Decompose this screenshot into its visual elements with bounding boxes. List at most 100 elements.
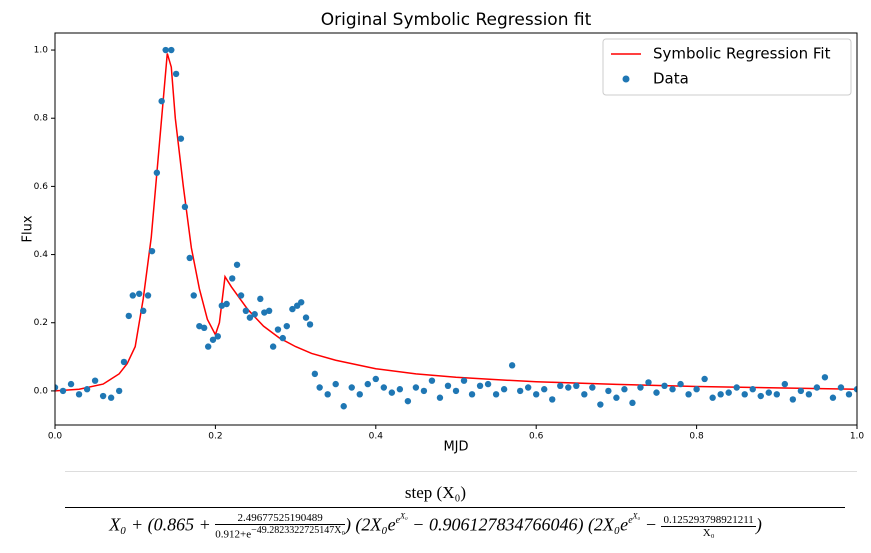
data-point — [83, 386, 91, 393]
data-point — [533, 391, 540, 398]
data-point — [557, 382, 564, 389]
data-point — [214, 333, 222, 340]
data-point — [581, 391, 588, 398]
y-tick-label: 0.4 — [34, 250, 49, 260]
data-point — [140, 307, 147, 315]
fraction-numerator: 2.49677525190489 — [215, 512, 345, 525]
exponent-base: e — [395, 515, 401, 527]
data-point — [669, 386, 676, 393]
x-axis-label: MJD — [443, 440, 468, 455]
data-point — [269, 343, 277, 350]
data-point — [613, 394, 620, 401]
data-point — [75, 391, 83, 398]
data-point — [380, 384, 388, 391]
data-point — [279, 334, 286, 342]
data-point — [265, 307, 273, 315]
exponent: eX₀ — [628, 512, 641, 527]
data-point — [246, 314, 254, 321]
data-point — [67, 380, 75, 388]
data-point — [460, 377, 468, 384]
data-point — [181, 203, 189, 211]
data-point — [412, 384, 420, 391]
data-point — [549, 396, 556, 403]
data-point — [129, 292, 136, 299]
data-point — [257, 295, 264, 303]
data-point — [709, 394, 716, 401]
data-point — [468, 391, 476, 398]
chart-title: Original Symbolic Regression fit — [321, 10, 592, 30]
data-point — [420, 387, 428, 395]
data-point — [629, 399, 636, 407]
data-point — [162, 46, 169, 54]
exponent-base: e — [628, 515, 633, 527]
data-point — [821, 374, 829, 381]
data-point — [125, 312, 132, 320]
data-point — [364, 380, 371, 388]
data-point — [99, 392, 107, 400]
y-tick-label: 0.0 — [34, 386, 49, 396]
y-tick-label: 0.2 — [34, 318, 48, 328]
data-point — [237, 292, 245, 299]
data-point — [813, 384, 821, 391]
data-point — [637, 384, 644, 391]
exponent: X₀ — [632, 512, 641, 522]
data-point — [115, 387, 123, 395]
data-point — [289, 305, 296, 313]
formula-part: 0.912+e — [215, 528, 252, 541]
data-point — [500, 386, 508, 393]
data-point — [332, 380, 339, 388]
data-point — [136, 290, 143, 297]
data-point — [200, 324, 208, 332]
chart: Original Symbolic Regression fit MJD Flu… — [21, 10, 865, 455]
formula-denominator: X₀ + (0.865 + 2.49677525190489 0.912+e−49… — [0, 512, 871, 541]
data-point — [797, 387, 805, 395]
data-point — [853, 386, 857, 393]
data-point — [733, 384, 740, 391]
data-point — [452, 387, 460, 395]
data-point — [541, 386, 548, 393]
data-point — [404, 397, 412, 405]
data-point — [283, 322, 290, 330]
data-point — [148, 247, 156, 255]
data-point — [229, 275, 236, 282]
data-point — [597, 401, 604, 408]
x-tick-label: 1.0 — [850, 432, 865, 442]
data-point — [765, 389, 772, 396]
data-point — [242, 307, 250, 315]
data-point — [685, 391, 692, 398]
data-point — [749, 386, 756, 393]
formula-part: ) (2X₀e — [344, 514, 396, 535]
data-point — [565, 384, 572, 391]
data-point — [107, 394, 115, 401]
x-tick-label: 0.4 — [369, 432, 384, 442]
data-point — [524, 384, 532, 391]
data-point — [645, 379, 652, 386]
data-point — [589, 384, 596, 391]
formula-part: X₀ + (0.865 + — [109, 514, 216, 535]
data-point — [302, 314, 310, 321]
data-point — [741, 391, 748, 398]
data-point — [59, 387, 67, 395]
data-point — [693, 386, 700, 393]
data-point — [223, 300, 230, 308]
fraction-denominator: 0.912+e−49.2823322725147X₀ — [215, 525, 345, 541]
data-point — [388, 389, 396, 396]
data-point — [311, 370, 319, 378]
data-point — [661, 382, 668, 389]
data-point — [492, 391, 500, 398]
exponent: X₀ — [400, 512, 408, 522]
data-point — [476, 382, 484, 389]
data-point — [172, 70, 180, 78]
data-point — [444, 382, 452, 389]
data-point — [218, 302, 226, 309]
legend-label: Symbolic Regression Fit — [653, 45, 831, 63]
data-point — [428, 377, 436, 384]
fraction: 0.125293798921211 X₀ — [661, 514, 756, 539]
data-point — [186, 254, 193, 262]
exponent: −49.2823322725147X₀ — [251, 525, 345, 536]
data-point — [324, 391, 331, 398]
data-point — [372, 375, 379, 383]
data-point — [120, 358, 128, 366]
formula-part: − 0.906127834766046) (2X₀e — [407, 514, 629, 535]
